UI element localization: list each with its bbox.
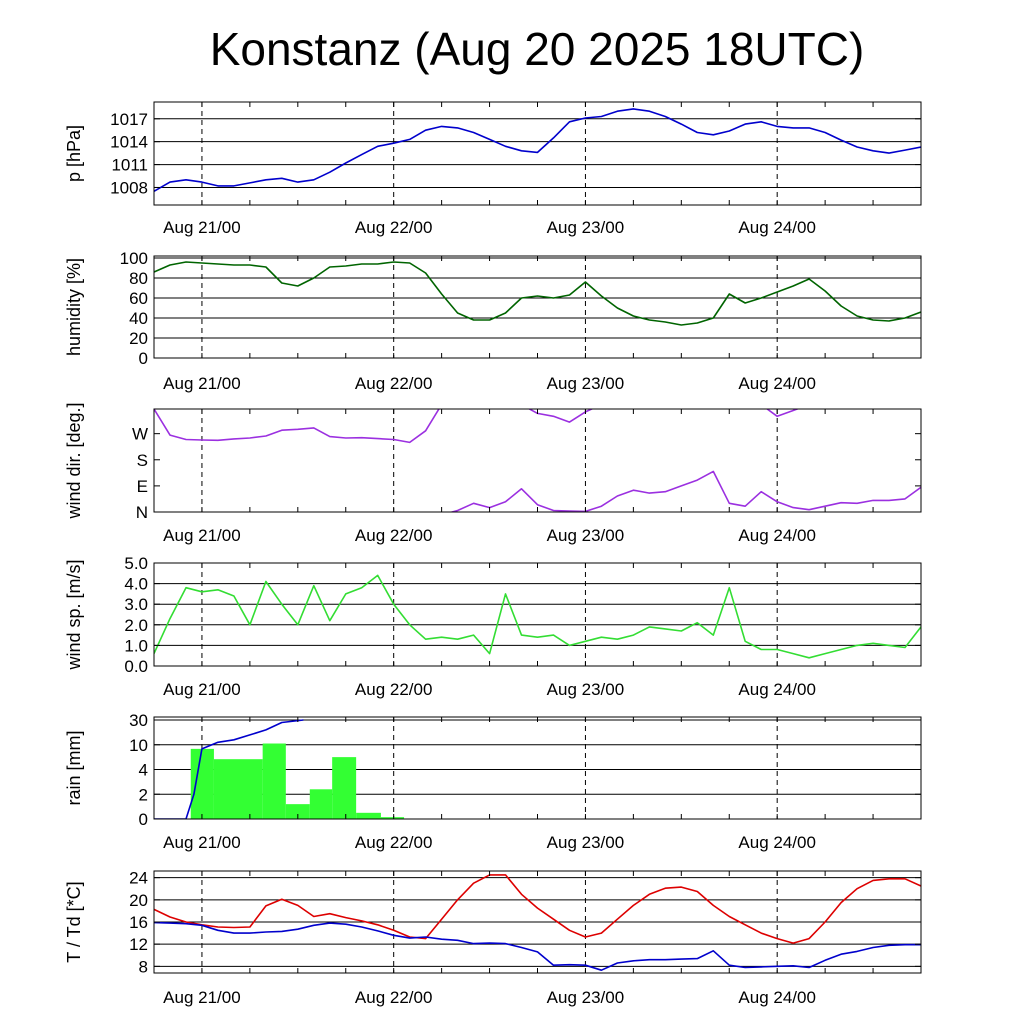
ytick-label-temperature-2: 16: [129, 913, 148, 932]
panel-frame-pressure: [153, 101, 922, 206]
ytick-label-humidity-5: 100: [120, 249, 148, 268]
series-line-temperature-1: [154, 921, 921, 971]
date-label-wind_direction-2: Aug 23/00: [547, 526, 625, 545]
date-label-temperature-1: Aug 22/00: [355, 988, 433, 1007]
date-label-wind_speed-2: Aug 23/00: [547, 680, 625, 699]
date-label-rain-3: Aug 24/00: [738, 833, 816, 852]
panel-rain: 0 2 4 10 30 rain [mm] Aug 21/00 Aug 22/00 Aug 23…: [64, 711, 922, 852]
date-label-rain-0: Aug 21/00: [163, 833, 241, 852]
date-label-wind_direction-3: Aug 24/00: [738, 526, 816, 545]
ytick-label-temperature-3: 20: [129, 891, 148, 910]
ylabel-rain: rain [mm]: [64, 730, 84, 805]
date-label-temperature-3: Aug 24/00: [738, 988, 816, 1007]
ytick-label-wind_direction-3: W: [132, 425, 148, 444]
ytick-label-temperature-1: 12: [129, 935, 148, 954]
date-label-pressure-2: Aug 23/00: [547, 218, 625, 237]
chart-title: Konstanz (Aug 20 2025 18UTC): [209, 23, 865, 75]
ytick-label-pressure-0: 1008: [110, 178, 148, 197]
ytick-label-rain-0: 0: [139, 810, 148, 829]
date-label-rain-1: Aug 22/00: [355, 833, 433, 852]
ytick-label-pressure-1: 1011: [111, 156, 148, 175]
rain-bar-5: [332, 757, 357, 819]
date-label-rain-2: Aug 23/00: [547, 833, 625, 852]
series-line-wind_direction-1: [449, 470, 921, 512]
ylabel-temperature: T / Td [*C]: [64, 881, 84, 962]
date-label-humidity-3: Aug 24/00: [738, 374, 816, 393]
ytick-label-humidity-1: 20: [129, 329, 148, 348]
panel-frame-wind_speed: [153, 562, 922, 667]
ylabel-wind_direction: wind dir. [deg.]: [64, 402, 84, 519]
series-line-wind_speed-0: [154, 574, 921, 659]
panel-frame-wind_direction: [153, 408, 922, 513]
ytick-label-wind_speed-1: 1.0: [124, 636, 148, 655]
ytick-label-wind_speed-0: 0.0: [124, 657, 148, 676]
date-label-temperature-0: Aug 21/00: [163, 988, 241, 1007]
ytick-label-humidity-2: 40: [129, 309, 148, 328]
ytick-label-temperature-4: 24: [129, 869, 148, 888]
ytick-label-wind_direction-2: S: [137, 451, 148, 470]
date-label-wind_speed-1: Aug 22/00: [355, 680, 433, 699]
ylabel-pressure: p [hPa]: [64, 125, 84, 182]
ytick-label-temperature-0: 8: [139, 957, 148, 976]
rain-bar-1: [213, 759, 263, 819]
ytick-label-wind_direction-1: E: [137, 477, 148, 496]
date-label-humidity-2: Aug 23/00: [547, 374, 625, 393]
ytick-label-rain-4: 30: [129, 711, 148, 730]
ytick-label-humidity-3: 60: [129, 289, 148, 308]
rain-bar-0: [190, 748, 214, 819]
ytick-label-wind_speed-4: 4.0: [124, 575, 148, 594]
ytick-label-wind_speed-5: 5.0: [124, 554, 148, 573]
series-line-rain-0: [154, 719, 304, 819]
panel-wind_speed: 0.0 1.02.0 3.04.0 5.0 wind sp. [m/s] Aug 21/0…: [64, 554, 922, 699]
date-label-wind_speed-0: Aug 21/00: [163, 680, 241, 699]
date-label-temperature-2: Aug 23/00: [547, 988, 625, 1007]
date-label-pressure-0: Aug 21/00: [163, 218, 241, 237]
ytick-label-rain-3: 10: [129, 736, 148, 755]
rain-bar-6: [356, 812, 381, 819]
ytick-label-pressure-2: 1014: [110, 133, 148, 152]
ytick-label-pressure-3: 1017: [110, 110, 148, 129]
ytick-label-rain-2: 4: [139, 761, 148, 780]
date-label-pressure-3: Aug 24/00: [738, 218, 816, 237]
ylabel-humidity: humidity [%]: [64, 258, 84, 356]
series-line-pressure-0: [154, 108, 921, 192]
panel-pressure: 1008 1011 1014 1017 p [hPa] Aug 21/00 Aug 22/0…: [64, 101, 922, 237]
rain-bar-2: [262, 743, 286, 819]
date-label-wind_direction-1: Aug 22/00: [355, 526, 433, 545]
rain-bar-4: [309, 789, 333, 819]
ytick-label-humidity-4: 80: [129, 269, 148, 288]
ytick-label-wind_speed-2: 2.0: [124, 616, 148, 635]
ytick-label-wind_direction-0: N: [136, 503, 148, 522]
ytick-label-humidity-0: 0: [139, 349, 148, 368]
ylabel-wind_speed: wind sp. [m/s]: [64, 559, 84, 670]
rain-bar-7: [380, 817, 405, 819]
date-label-pressure-1: Aug 22/00: [355, 218, 433, 237]
series-line-wind_direction-0: [154, 409, 440, 444]
date-label-humidity-1: Aug 22/00: [355, 374, 433, 393]
panel-temperature: 8 12 16 20 24 T / Td [*C] Aug 21/00 Aug 22/00 Au…: [64, 869, 922, 1007]
date-label-wind_speed-3: Aug 24/00: [738, 680, 816, 699]
series-line-temperature-0: [154, 874, 921, 944]
date-label-humidity-0: Aug 21/00: [163, 374, 241, 393]
ytick-label-wind_speed-3: 3.0: [124, 595, 148, 614]
date-label-wind_direction-0: Aug 21/00: [163, 526, 241, 545]
rain-bar-3: [285, 804, 310, 819]
series-line-humidity-0: [154, 261, 921, 326]
ytick-label-rain-1: 2: [139, 785, 148, 804]
